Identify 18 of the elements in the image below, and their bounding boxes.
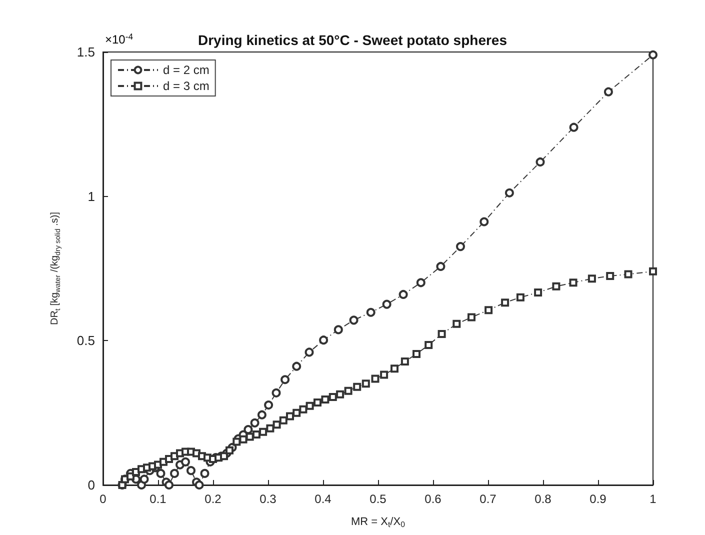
- y-tick-label: 1.5: [76, 44, 95, 60]
- x-tick-label: 0.1: [150, 492, 167, 506]
- x-tick-label: 0.8: [534, 492, 552, 506]
- x-tick-label: 0.9: [590, 492, 607, 506]
- legend-label: d = 3 cm: [163, 79, 210, 93]
- x-tick-label: 0: [100, 492, 107, 506]
- x-tick-label: 0.2: [204, 492, 222, 506]
- x-tick-label: 1: [650, 492, 657, 506]
- x-tick-label: 0.4: [314, 492, 332, 506]
- x-tick-label: 0.7: [480, 492, 497, 506]
- y-tick-label: 0.5: [76, 333, 95, 348]
- y-tick-label: 0: [88, 478, 95, 492]
- x-tick-label: 0.6: [424, 492, 442, 506]
- chart-title: Drying kinetics at 50°C - Sweet potato spheres: [198, 32, 508, 48]
- x-tick-label: 0.5: [370, 492, 387, 506]
- x-tick-label: 0.3: [260, 492, 277, 506]
- legend-label: d = 2 cm: [163, 63, 210, 77]
- y-tick-label: 1: [88, 188, 95, 204]
